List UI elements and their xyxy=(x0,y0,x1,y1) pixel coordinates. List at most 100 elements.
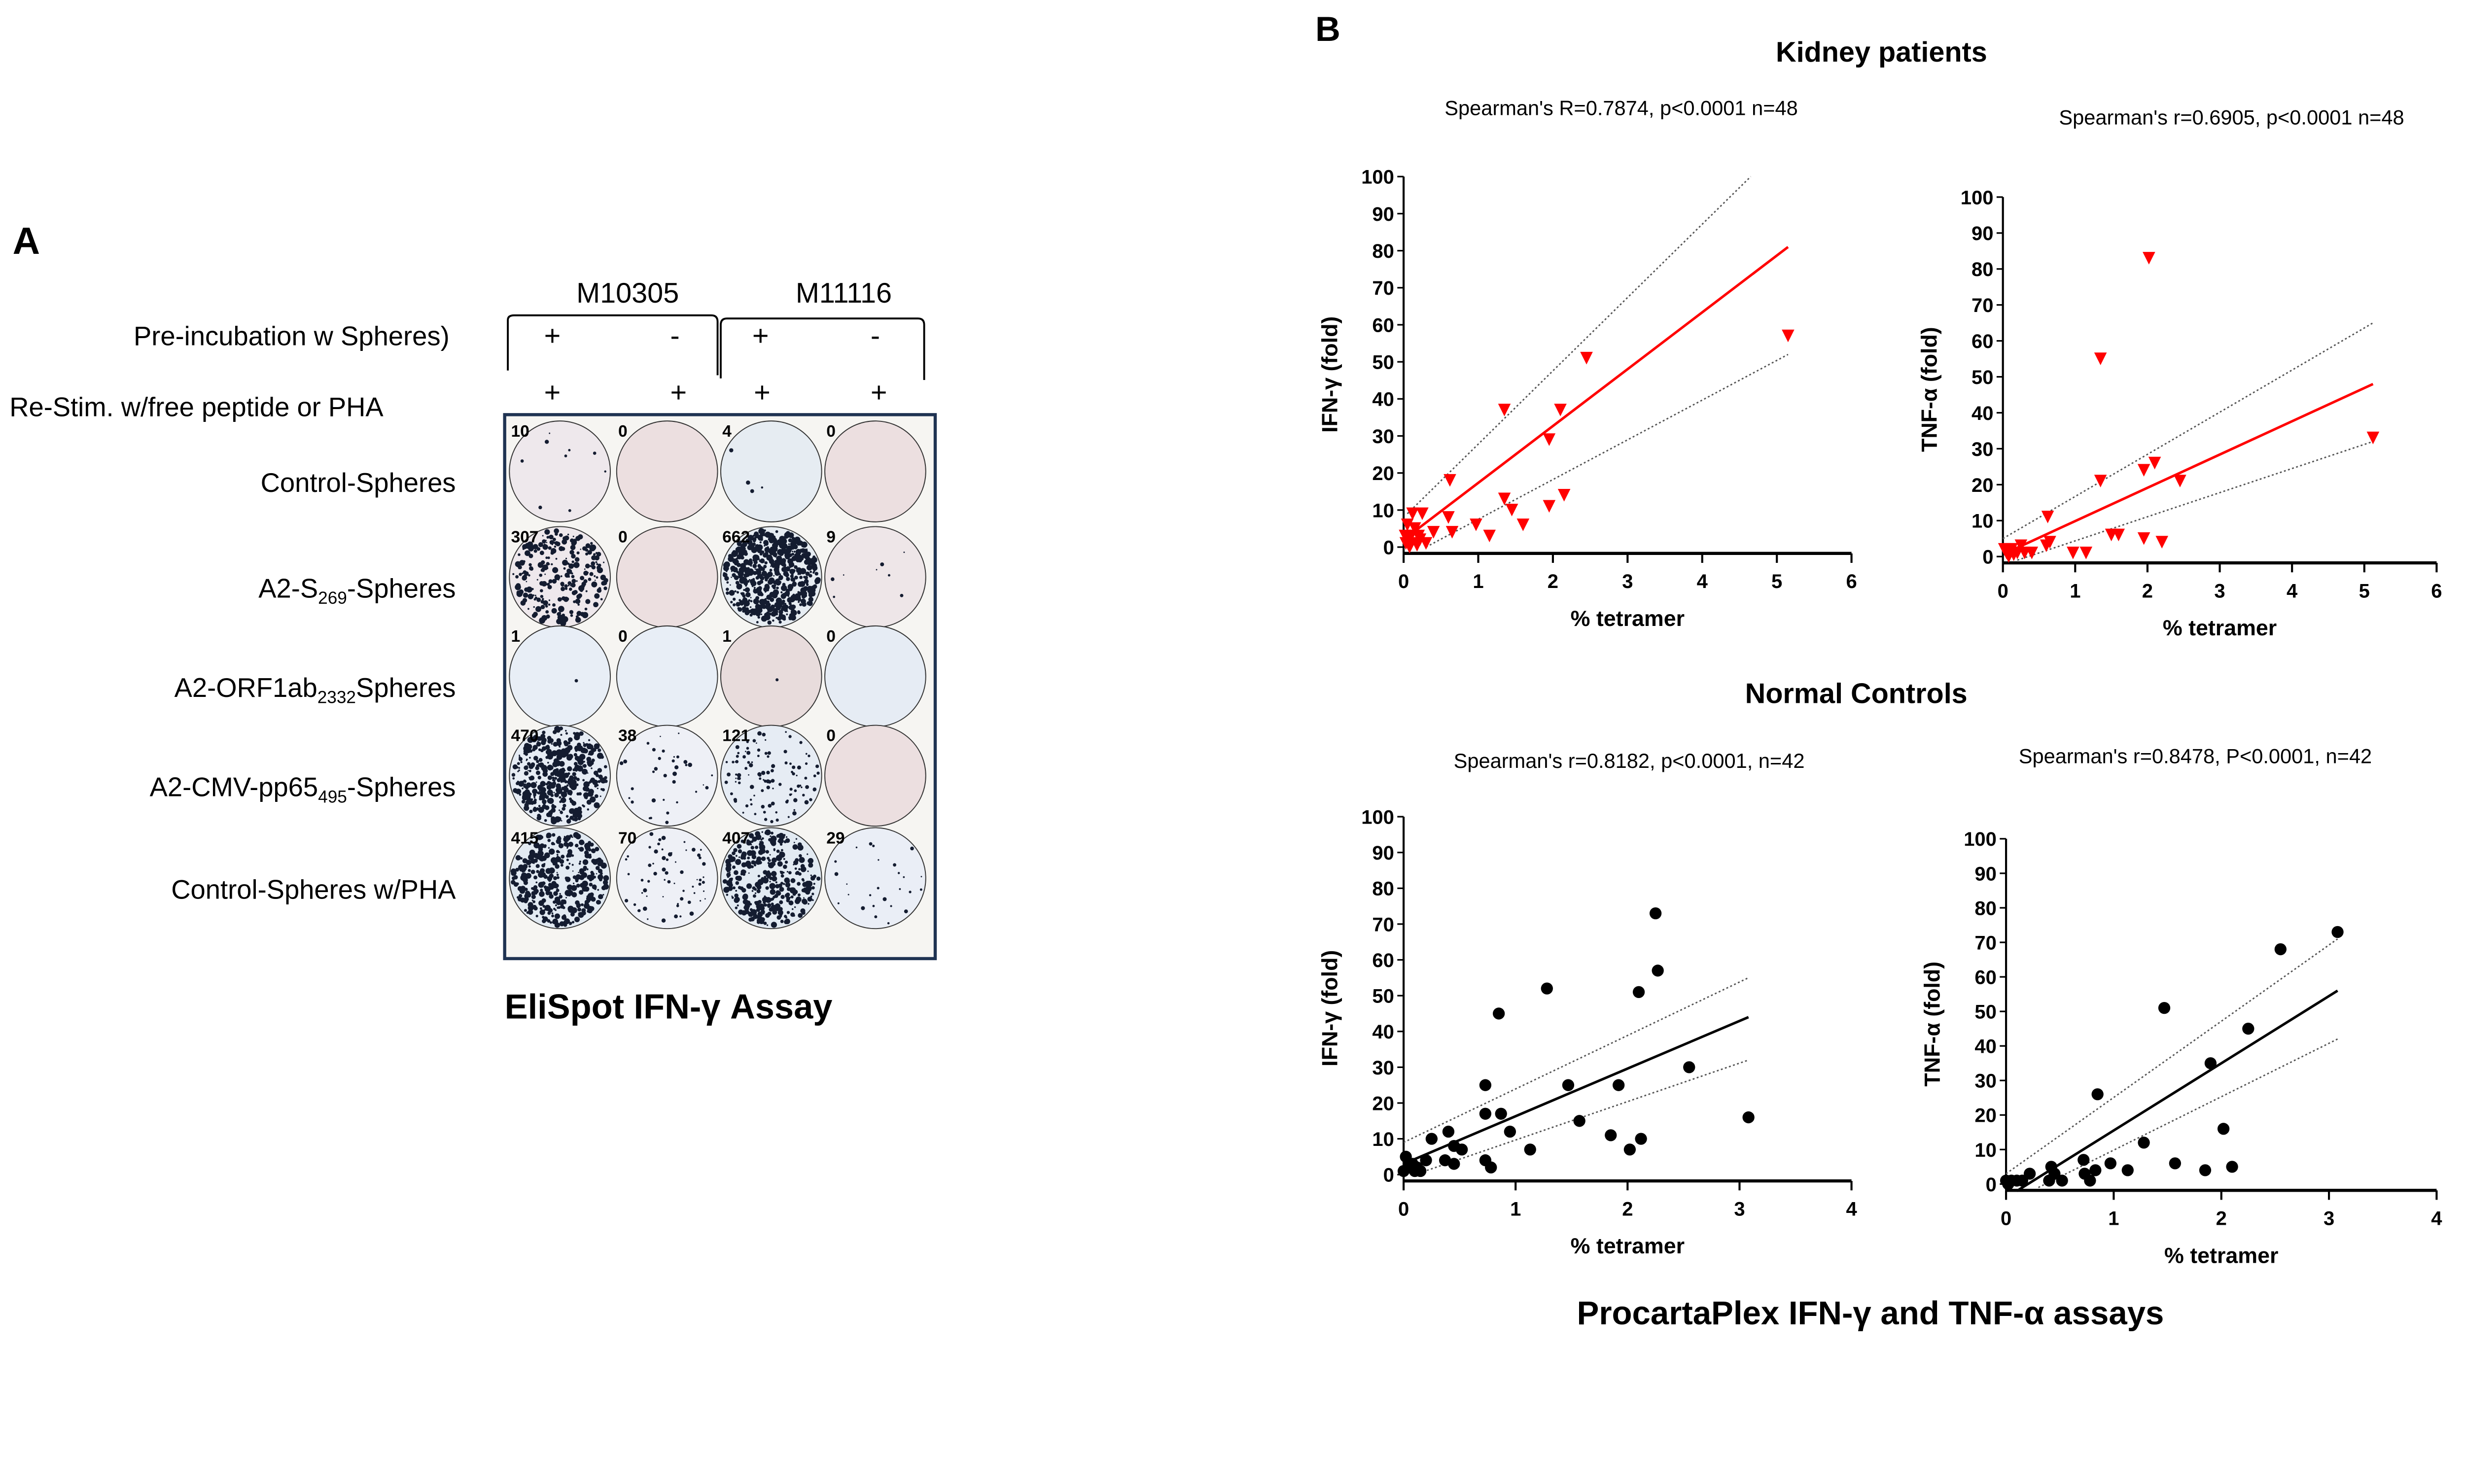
spot xyxy=(737,875,742,881)
spot xyxy=(745,572,750,577)
spot xyxy=(909,891,912,894)
y-tick-label: 70 xyxy=(1972,295,1993,316)
spot xyxy=(761,567,765,571)
spot-count: 0 xyxy=(618,422,628,441)
spot xyxy=(774,584,776,587)
spot xyxy=(919,888,922,891)
spot xyxy=(591,767,593,769)
row-label-text: A2-ORF1ab xyxy=(175,673,317,703)
spot xyxy=(553,805,557,808)
spot xyxy=(538,762,544,768)
spot xyxy=(569,571,572,574)
spot xyxy=(534,747,537,750)
spot xyxy=(724,576,729,581)
spot xyxy=(667,880,671,884)
restim-sign: + xyxy=(544,377,561,409)
x-axis-label: % tetramer xyxy=(1571,606,1685,631)
spot xyxy=(780,920,784,923)
spot xyxy=(528,764,529,766)
data-point xyxy=(1413,533,1427,546)
spot xyxy=(756,856,762,862)
data-point xyxy=(1505,504,1518,517)
spot xyxy=(798,591,802,596)
spot xyxy=(758,558,760,560)
spot xyxy=(583,743,587,747)
spot xyxy=(571,579,576,584)
spot xyxy=(798,872,802,876)
data-point xyxy=(2155,536,2169,549)
spot xyxy=(834,872,839,876)
ci-upper-line xyxy=(1407,176,1752,515)
spot xyxy=(547,764,553,771)
spot xyxy=(792,844,798,850)
y-tick-label: 60 xyxy=(1372,314,1394,336)
spot xyxy=(547,891,550,894)
spot xyxy=(646,895,648,897)
spot xyxy=(747,761,750,764)
spot xyxy=(804,800,809,805)
spot xyxy=(771,779,775,783)
spot xyxy=(547,739,552,744)
spot xyxy=(732,567,738,573)
spot xyxy=(528,757,531,759)
spot xyxy=(657,842,660,846)
spot xyxy=(560,810,563,814)
spot xyxy=(563,740,568,745)
spot xyxy=(751,854,757,860)
spot xyxy=(813,587,816,589)
spot xyxy=(772,788,774,790)
spot xyxy=(787,584,794,590)
spot xyxy=(520,459,524,463)
spot xyxy=(560,863,563,867)
spot xyxy=(536,579,538,581)
spot xyxy=(541,746,547,751)
x-tick-label: 4 xyxy=(1697,571,1708,592)
spot xyxy=(737,844,742,849)
x-tick-label: 5 xyxy=(1771,571,1782,592)
spot xyxy=(554,913,561,919)
spot xyxy=(604,470,606,473)
y-tick-label: 50 xyxy=(1974,1001,1996,1023)
group-title-kidney: Kidney patients xyxy=(1776,36,1987,68)
spot xyxy=(559,533,563,537)
spot-count: 307 xyxy=(511,528,538,546)
spot xyxy=(547,583,550,586)
elispot-well: 0 xyxy=(616,625,718,727)
sign-row: + - + -+ + + + xyxy=(544,320,887,409)
spot xyxy=(538,814,540,816)
data-point xyxy=(2174,475,2186,487)
spot xyxy=(763,913,765,915)
row-label: Control-Spheres w/PHA xyxy=(171,874,456,904)
spot xyxy=(805,571,810,576)
spot xyxy=(764,529,766,532)
elispot-well: 0 xyxy=(616,526,718,628)
spot xyxy=(528,574,530,577)
spot xyxy=(560,734,563,736)
y-tick-label: 40 xyxy=(1372,1021,1394,1043)
spot xyxy=(749,606,752,608)
spot xyxy=(775,570,780,576)
spot xyxy=(772,899,774,901)
spot xyxy=(802,602,807,607)
spot xyxy=(521,781,524,784)
spot xyxy=(738,574,741,577)
chart-title: Spearman's r=0.8182, p<0.0001, n=42 xyxy=(1454,749,1805,772)
elispot-well: 29 xyxy=(824,827,926,930)
spot xyxy=(541,856,547,861)
spot xyxy=(523,592,528,598)
spot xyxy=(749,613,753,617)
spot xyxy=(556,850,560,853)
spot xyxy=(831,577,835,581)
spot xyxy=(759,841,764,846)
spot xyxy=(777,549,783,555)
spot xyxy=(765,850,770,854)
spot xyxy=(597,768,602,773)
spot xyxy=(603,875,609,881)
spot xyxy=(742,851,745,854)
spot xyxy=(793,798,798,802)
spot xyxy=(738,909,743,915)
spot xyxy=(544,805,550,810)
spot xyxy=(528,566,533,571)
spot xyxy=(597,753,603,759)
spot xyxy=(571,560,574,563)
